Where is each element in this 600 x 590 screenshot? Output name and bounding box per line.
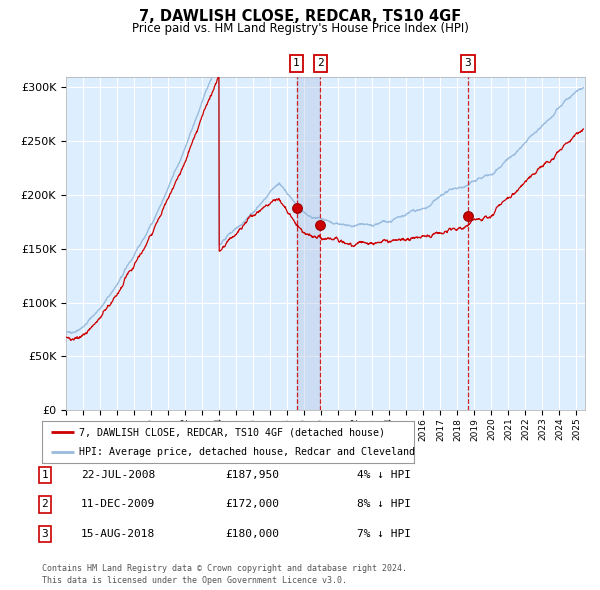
Text: 2: 2 (317, 58, 324, 68)
Text: 2: 2 (41, 500, 49, 509)
Text: 11-DEC-2009: 11-DEC-2009 (81, 500, 155, 509)
Text: 3: 3 (41, 529, 49, 539)
Text: 7, DAWLISH CLOSE, REDCAR, TS10 4GF: 7, DAWLISH CLOSE, REDCAR, TS10 4GF (139, 9, 461, 24)
Text: 4% ↓ HPI: 4% ↓ HPI (357, 470, 411, 480)
Text: This data is licensed under the Open Government Licence v3.0.: This data is licensed under the Open Gov… (42, 576, 347, 585)
Bar (296, 77, 320, 410)
Text: £172,000: £172,000 (225, 500, 279, 509)
Text: 1: 1 (41, 470, 49, 480)
Text: 7% ↓ HPI: 7% ↓ HPI (357, 529, 411, 539)
Text: 22-JUL-2008: 22-JUL-2008 (81, 470, 155, 480)
Text: 15-AUG-2018: 15-AUG-2018 (81, 529, 155, 539)
Text: 1: 1 (293, 58, 300, 68)
Text: 3: 3 (464, 58, 472, 68)
Text: 7, DAWLISH CLOSE, REDCAR, TS10 4GF (detached house): 7, DAWLISH CLOSE, REDCAR, TS10 4GF (deta… (79, 427, 385, 437)
Text: Contains HM Land Registry data © Crown copyright and database right 2024.: Contains HM Land Registry data © Crown c… (42, 565, 407, 573)
Text: Price paid vs. HM Land Registry's House Price Index (HPI): Price paid vs. HM Land Registry's House … (131, 22, 469, 35)
Text: £180,000: £180,000 (225, 529, 279, 539)
Text: £187,950: £187,950 (225, 470, 279, 480)
Text: 8% ↓ HPI: 8% ↓ HPI (357, 500, 411, 509)
Text: HPI: Average price, detached house, Redcar and Cleveland: HPI: Average price, detached house, Redc… (79, 447, 415, 457)
